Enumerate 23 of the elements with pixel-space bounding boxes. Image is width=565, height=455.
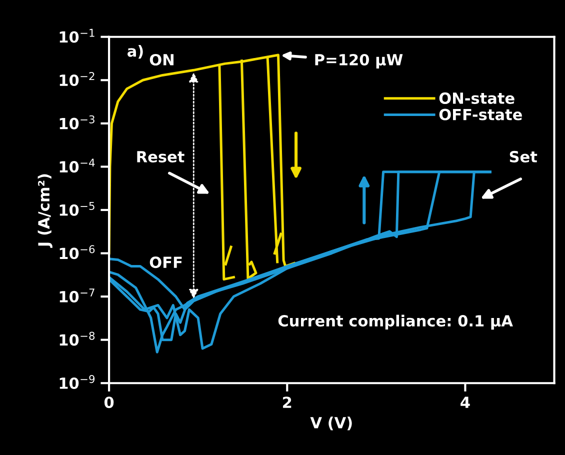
y-tick-label: 10$^{−9}$ <box>60 375 95 390</box>
legend-label: OFF-state <box>439 108 522 120</box>
y-tick-label: 10$^{−1}$ <box>60 28 94 43</box>
x-axis-title: V (V) <box>310 416 352 430</box>
y-tick-label: 10$^{−5}$ <box>60 202 94 216</box>
y-tick-label: 10$^{−2}$ <box>60 72 94 86</box>
x-tick-label: 4 <box>460 396 470 408</box>
annotation: P=120 µW <box>315 54 403 68</box>
y-tick-label: 10$^{−8}$ <box>60 332 95 346</box>
annotation: a) <box>128 45 143 59</box>
legend-label: ON-state <box>439 92 514 104</box>
x-tick-label: 0 <box>104 396 114 408</box>
y-tick-label: 10$^{−6}$ <box>60 245 95 260</box>
y-tick-label: 10$^{−4}$ <box>60 158 95 173</box>
annotation: Reset <box>137 151 184 162</box>
x-tick-label: 2 <box>283 396 292 408</box>
y-axis-title: J (A/cm²) <box>38 174 52 248</box>
annotation: Current compliance: 0.1 µA <box>278 314 513 330</box>
annotation: ON <box>150 54 174 66</box>
annotation: Set <box>510 150 538 162</box>
annotation: OFF <box>150 256 182 268</box>
y-tick-label: 10$^{−7}$ <box>60 288 94 302</box>
y-tick-label: 10$^{−3}$ <box>60 115 94 130</box>
